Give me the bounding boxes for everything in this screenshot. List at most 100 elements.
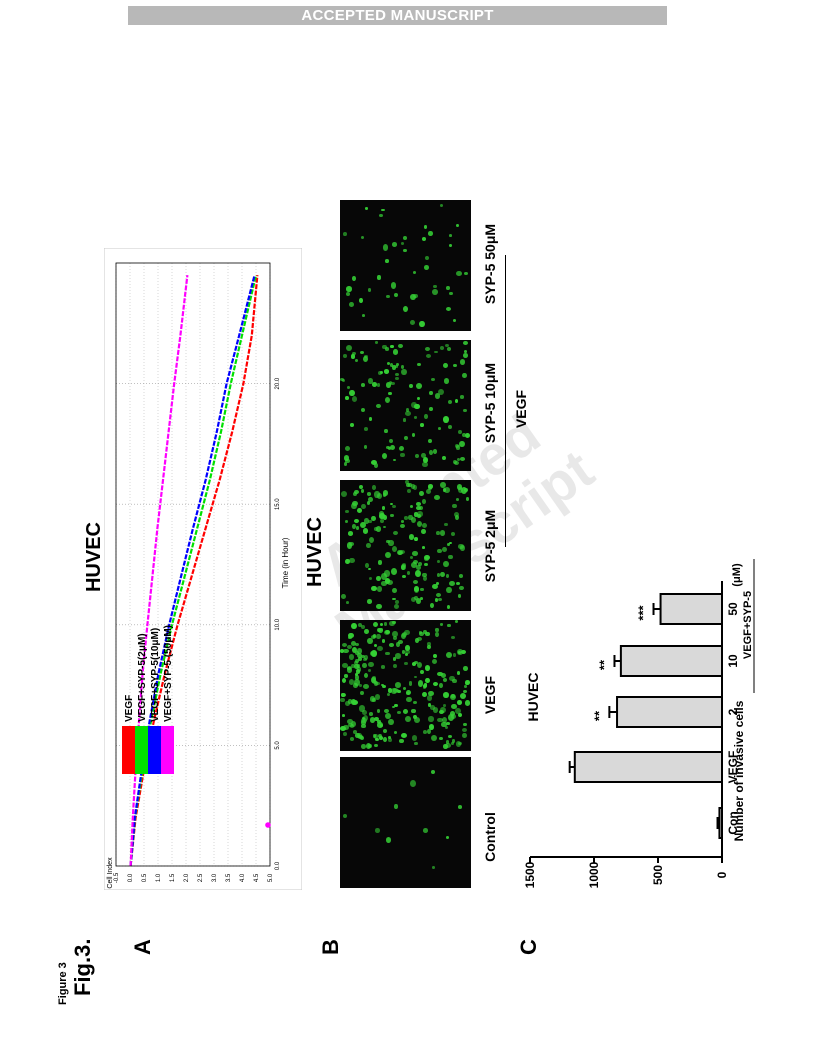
cell-nucleus <box>384 347 390 352</box>
bar <box>659 593 723 625</box>
cell-nucleus <box>440 672 447 679</box>
cell-nucleus <box>449 694 456 700</box>
cell-nucleus <box>409 505 414 509</box>
cell-nucleus <box>413 537 418 542</box>
cell-nucleus <box>365 743 371 750</box>
cell-nucleus <box>361 624 365 629</box>
cell-nucleus <box>384 551 391 558</box>
cell-nucleus <box>422 629 427 634</box>
cell-nucleus <box>452 319 456 323</box>
cell-nucleus <box>399 738 404 744</box>
cell-nucleus <box>455 515 460 520</box>
cell-nucleus <box>395 642 400 647</box>
cell-nucleus <box>384 429 388 433</box>
cell-nucleus <box>364 518 369 524</box>
cell-nucleus <box>354 358 359 363</box>
cell-nucleus <box>399 523 406 529</box>
cell-nucleus <box>446 721 450 725</box>
cell-nucleus <box>361 654 365 658</box>
cell-nucleus <box>387 688 393 693</box>
cell-nucleus <box>361 718 367 724</box>
cell-nucleus <box>385 651 390 656</box>
cell-nucleus <box>389 363 394 367</box>
cell-nucleus <box>344 445 350 451</box>
cell-nucleus <box>444 522 448 527</box>
cell-nucleus <box>380 573 387 580</box>
legend-swatch <box>161 726 174 774</box>
cell-nucleus <box>350 640 357 647</box>
cell-nucleus <box>450 714 456 719</box>
cell-nucleus <box>412 700 418 705</box>
cell-nucleus <box>402 574 407 579</box>
cell-nucleus <box>431 770 436 774</box>
cell-nucleus <box>379 513 385 519</box>
cell-nucleus <box>404 645 411 651</box>
cell-nucleus <box>342 662 348 668</box>
cell-nucleus <box>351 502 357 510</box>
cell-nucleus <box>355 659 359 663</box>
cell-nucleus <box>462 353 469 359</box>
cell-nucleus <box>449 291 454 296</box>
cell-nucleus <box>412 293 418 299</box>
micrograph-syp5-50um <box>340 200 471 331</box>
cell-nucleus <box>366 492 371 496</box>
cell-nucleus <box>417 561 423 566</box>
cell-nucleus <box>453 512 460 518</box>
cell-nucleus <box>421 529 426 535</box>
cell-nucleus <box>438 683 443 688</box>
cell-nucleus <box>364 207 368 210</box>
cell-nucleus <box>459 395 465 399</box>
cell-nucleus <box>444 742 451 748</box>
cell-nucleus <box>426 642 431 646</box>
cell-nucleus <box>368 378 374 384</box>
label-control: Control <box>482 812 498 862</box>
cell-nucleus <box>350 354 355 359</box>
cell-nucleus <box>376 628 381 632</box>
cell-nucleus <box>387 447 392 451</box>
cell-nucleus <box>438 597 443 602</box>
cell-nucleus <box>401 633 407 640</box>
cell-nucleus <box>458 585 464 591</box>
cell-nucleus <box>431 378 435 382</box>
cell-nucleus <box>451 739 456 744</box>
cell-nucleus <box>403 418 407 422</box>
cell-nucleus <box>415 454 420 459</box>
cell-nucleus <box>382 492 386 497</box>
cell-nucleus <box>379 518 384 523</box>
cell-nucleus <box>448 243 452 248</box>
cell-nucleus <box>412 714 417 720</box>
cell-nucleus <box>354 673 359 676</box>
cell-nucleus <box>371 382 378 388</box>
cell-nucleus <box>368 519 372 524</box>
cell-nucleus <box>375 403 381 409</box>
cell-nucleus <box>442 560 449 567</box>
cell-nucleus <box>404 436 408 441</box>
cell-nucleus <box>413 416 417 419</box>
cell-nucleus <box>392 530 399 536</box>
cell-nucleus <box>375 633 381 639</box>
cell-nucleus <box>406 488 412 494</box>
panel-b-label: B <box>318 939 343 955</box>
cell-nucleus <box>417 396 421 401</box>
cell-nucleus <box>373 643 378 648</box>
cell-nucleus <box>360 407 366 413</box>
cell-nucleus <box>435 632 440 637</box>
cell-nucleus <box>346 292 351 297</box>
y-tick-label: 5.0 <box>268 873 274 882</box>
cell-nucleus <box>354 661 358 665</box>
cell-nucleus <box>428 231 433 236</box>
legend-swatch <box>148 726 161 774</box>
cell-nucleus <box>462 689 467 694</box>
cell-nucleus <box>388 719 394 726</box>
cell-nucleus <box>422 730 427 735</box>
cell-nucleus <box>450 711 456 717</box>
cell-nucleus <box>428 390 434 396</box>
cell-nucleus <box>378 510 385 517</box>
cell-nucleus <box>463 666 469 671</box>
cell-nucleus <box>371 585 377 592</box>
value-tick-label: 1000 <box>587 861 601 888</box>
cell-nucleus <box>382 728 387 733</box>
cell-nucleus <box>342 354 348 359</box>
x-tick-label: 15.0 <box>275 498 281 510</box>
cell-nucleus <box>427 645 431 650</box>
